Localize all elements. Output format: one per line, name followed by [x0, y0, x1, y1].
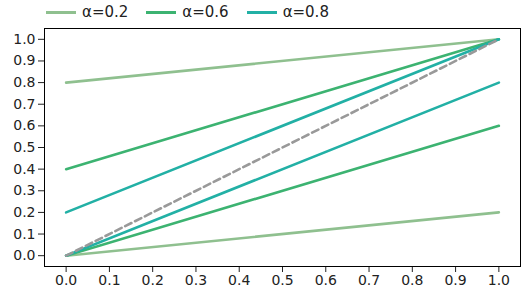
- svg-text:0.6: 0.6: [315, 272, 337, 288]
- svg-text:1.0: 1.0: [13, 31, 35, 47]
- svg-text:0.1: 0.1: [13, 226, 35, 242]
- svg-text:0.6: 0.6: [13, 117, 35, 133]
- svg-text:0.1: 0.1: [98, 272, 120, 288]
- svg-text:0.9: 0.9: [13, 52, 35, 68]
- svg-text:0.5: 0.5: [271, 272, 293, 288]
- html-text:α=0.2: α=0.2: [82, 3, 129, 21]
- svg-text:0.8: 0.8: [401, 272, 423, 288]
- svg-text:0.0: 0.0: [13, 247, 35, 263]
- svg-text:0.2: 0.2: [142, 272, 164, 288]
- svg-text:0.3: 0.3: [13, 182, 35, 198]
- svg-text:0.4: 0.4: [228, 272, 250, 288]
- svg-text:0.2: 0.2: [13, 204, 35, 220]
- svg-text:0.7: 0.7: [358, 272, 380, 288]
- svg-text:0.4: 0.4: [13, 161, 35, 177]
- html-text:α=0.8: α=0.8: [282, 3, 329, 21]
- svg-text:0.9: 0.9: [444, 272, 466, 288]
- svg-text:0.8: 0.8: [13, 74, 35, 90]
- svg-text:1.0: 1.0: [488, 272, 510, 288]
- svg-text:0.7: 0.7: [13, 96, 35, 112]
- html-text:α=0.6: α=0.6: [182, 3, 229, 21]
- svg-text:0.0: 0.0: [55, 272, 77, 288]
- svg-text:0.3: 0.3: [185, 272, 207, 288]
- svg-text:0.5: 0.5: [13, 139, 35, 155]
